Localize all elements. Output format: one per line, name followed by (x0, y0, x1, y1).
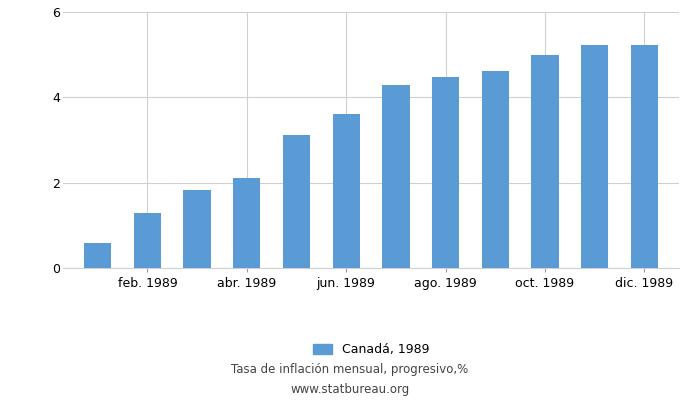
Bar (283, 135, 310, 268)
Bar (382, 84, 410, 268)
Bar (332, 114, 360, 268)
Text: Tasa de inflación mensual, progresivo,%: Tasa de inflación mensual, progresivo,% (232, 364, 468, 376)
Bar (482, 71, 509, 268)
Bar (183, 190, 211, 268)
Bar (134, 212, 161, 268)
Bar (432, 77, 459, 268)
Text: www.statbureau.org: www.statbureau.org (290, 384, 410, 396)
Bar (233, 178, 260, 268)
Legend: Canadá, 1989: Canadá, 1989 (308, 338, 434, 361)
Bar (581, 45, 608, 268)
Bar (531, 55, 559, 268)
Bar (84, 243, 111, 268)
Bar (631, 45, 658, 268)
